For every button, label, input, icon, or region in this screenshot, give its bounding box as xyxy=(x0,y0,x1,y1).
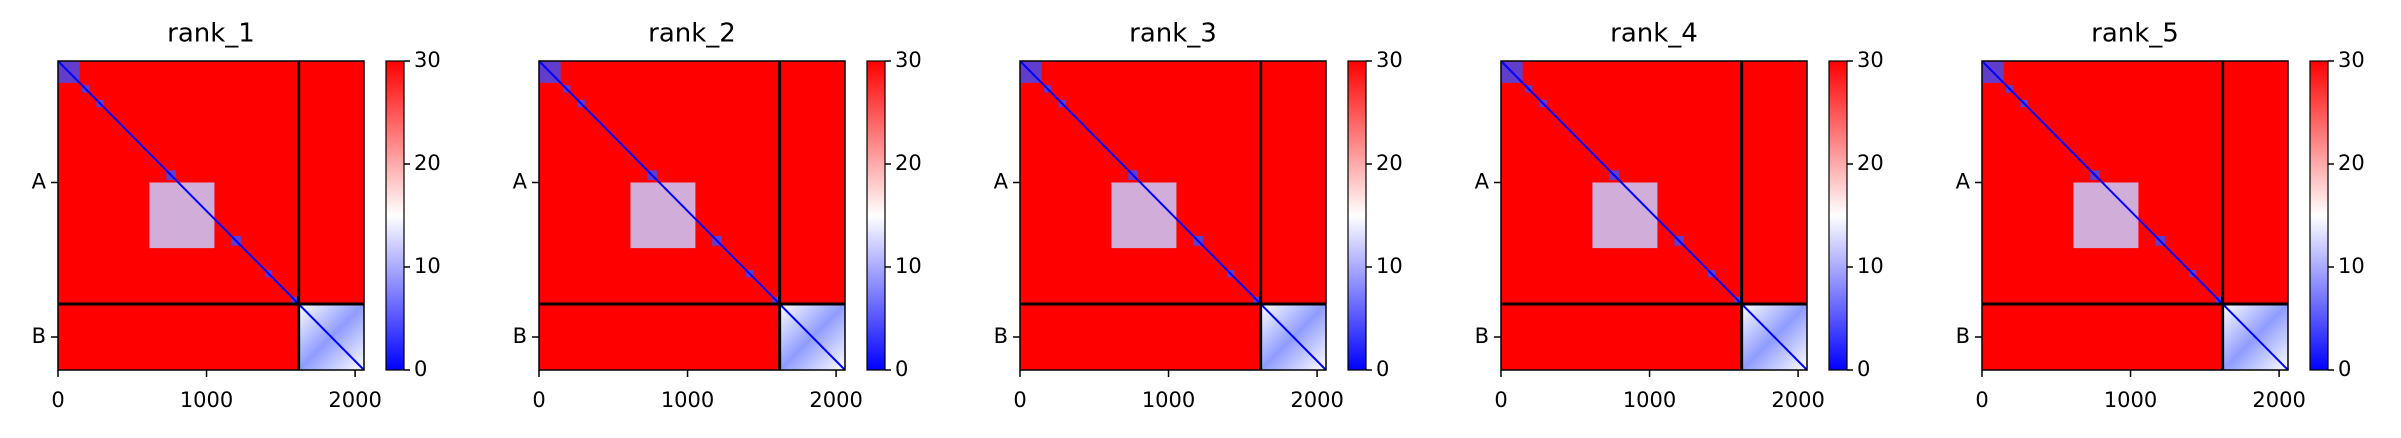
colorbar-tick-label: 20 xyxy=(895,151,922,175)
colorbar-tick-label: 10 xyxy=(2338,254,2365,278)
colorbar-tick-label: 0 xyxy=(1857,357,1870,381)
x-tick-label: 1000 xyxy=(2104,388,2157,412)
colorbar-tick-label: 20 xyxy=(1376,151,1403,175)
colorbar-tick-label: 10 xyxy=(1376,254,1403,278)
colorbar-tick-label: 10 xyxy=(414,254,441,278)
colorbar-tick-label: 0 xyxy=(414,357,427,381)
y-tick-label: A xyxy=(32,170,47,194)
y-tick-label: A xyxy=(1956,170,1971,194)
x-tick-label: 0 xyxy=(532,388,545,412)
x-tick-label: 1000 xyxy=(661,388,714,412)
colorbar-tick-label: 30 xyxy=(414,48,441,72)
y-tick-label: A xyxy=(1475,170,1490,194)
colorbar xyxy=(1828,60,1848,371)
colorbar-tick-label: 10 xyxy=(1857,254,1884,278)
x-tick-label: 2000 xyxy=(1771,388,1824,412)
chart-title: rank_4 xyxy=(1610,19,1698,49)
heatmap-diagonal xyxy=(538,60,846,371)
y-tick-label: B xyxy=(1956,324,1970,348)
heatmap-block xyxy=(149,182,215,249)
y-tick-label: B xyxy=(32,324,46,348)
plot-frame xyxy=(1981,60,2289,371)
y-tick-label: A xyxy=(513,170,528,194)
y-tick-label: B xyxy=(513,324,527,348)
chart-title: rank_1 xyxy=(167,19,255,49)
colorbar xyxy=(2309,60,2329,371)
colorbar-tick-label: 30 xyxy=(895,48,922,72)
colorbar-tick-label: 30 xyxy=(1857,48,1884,72)
x-tick-label: 0 xyxy=(1494,388,1507,412)
x-tick-label: 2000 xyxy=(328,388,381,412)
heatmap-block xyxy=(1592,182,1658,249)
heatmap-block xyxy=(630,182,696,249)
colorbar-tick-label: 0 xyxy=(895,357,908,381)
x-tick-label: 1000 xyxy=(180,388,233,412)
colorbar-tick-label: 30 xyxy=(1376,48,1403,72)
colorbar-tick-label: 0 xyxy=(1376,357,1389,381)
heatmap-block xyxy=(1111,182,1177,249)
chart-title: rank_5 xyxy=(2091,19,2179,49)
colorbar xyxy=(866,60,886,371)
heatmap-diagonal xyxy=(1981,60,2289,371)
x-tick-label: 2000 xyxy=(809,388,862,412)
y-tick-label: B xyxy=(1475,324,1489,348)
x-tick-label: 2000 xyxy=(2252,388,2305,412)
colorbar xyxy=(1347,60,1367,371)
plot-frame xyxy=(57,60,365,371)
heatmap-diagonal xyxy=(1500,60,1808,371)
heatmap-diagonal xyxy=(57,60,365,371)
colorbar-tick-label: 20 xyxy=(414,151,441,175)
x-tick-label: 0 xyxy=(1975,388,1988,412)
y-tick-label: A xyxy=(994,170,1009,194)
chart-title: rank_2 xyxy=(648,19,736,49)
x-tick-label: 2000 xyxy=(1290,388,1343,412)
x-tick-label: 0 xyxy=(51,388,64,412)
colorbar-tick-label: 20 xyxy=(2338,151,2365,175)
colorbar xyxy=(385,60,405,371)
colorbar-tick-label: 10 xyxy=(895,254,922,278)
x-tick-label: 1000 xyxy=(1623,388,1676,412)
colorbar-tick-label: 30 xyxy=(2338,48,2365,72)
plot-frame xyxy=(538,60,846,371)
y-tick-label: B xyxy=(994,324,1008,348)
x-tick-label: 0 xyxy=(1013,388,1026,412)
x-tick-label: 1000 xyxy=(1142,388,1195,412)
plot-frame xyxy=(1500,60,1808,371)
heatmap-diagonal xyxy=(1019,60,1327,371)
heatmap-block xyxy=(2073,182,2139,249)
colorbar-tick-label: 20 xyxy=(1857,151,1884,175)
chart-title: rank_3 xyxy=(1129,19,1217,49)
colorbar-tick-label: 0 xyxy=(2338,357,2351,381)
plot-frame xyxy=(1019,60,1327,371)
